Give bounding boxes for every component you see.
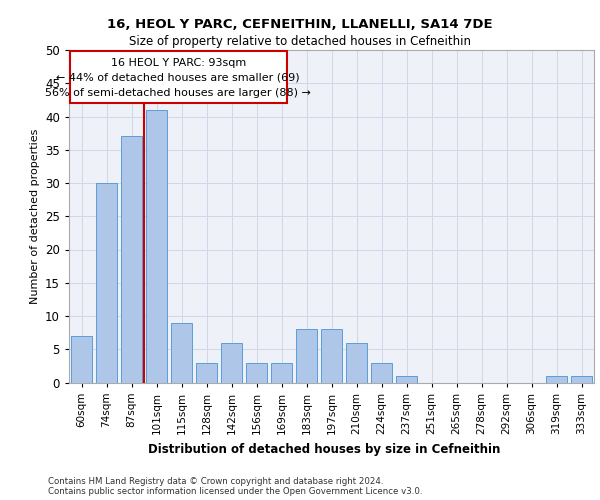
Bar [171, 322, 192, 382]
Text: Size of property relative to detached houses in Cefneithin: Size of property relative to detached ho… [129, 35, 471, 48]
Text: 56% of semi-detached houses are larger (88) →: 56% of semi-detached houses are larger (… [46, 88, 311, 98]
Text: Distribution of detached houses by size in Cefneithin: Distribution of detached houses by size … [148, 442, 500, 456]
Bar [71, 336, 92, 382]
Bar [321, 330, 342, 382]
Bar [96, 183, 117, 382]
Bar [396, 376, 417, 382]
Text: Contains HM Land Registry data © Crown copyright and database right 2024.: Contains HM Land Registry data © Crown c… [48, 477, 383, 486]
Bar [571, 376, 592, 382]
Y-axis label: Number of detached properties: Number of detached properties [29, 128, 40, 304]
Bar [271, 362, 292, 382]
FancyBboxPatch shape [70, 52, 287, 103]
Bar [146, 110, 167, 382]
Bar [296, 330, 317, 382]
Bar [121, 136, 142, 382]
Bar [546, 376, 567, 382]
Text: 16, HEOL Y PARC, CEFNEITHIN, LLANELLI, SA14 7DE: 16, HEOL Y PARC, CEFNEITHIN, LLANELLI, S… [107, 18, 493, 30]
Text: 16 HEOL Y PARC: 93sqm: 16 HEOL Y PARC: 93sqm [110, 58, 246, 68]
Bar [371, 362, 392, 382]
Text: ← 44% of detached houses are smaller (69): ← 44% of detached houses are smaller (69… [56, 72, 300, 83]
Text: Contains public sector information licensed under the Open Government Licence v3: Contains public sector information licen… [48, 487, 422, 496]
Bar [346, 342, 367, 382]
Bar [246, 362, 267, 382]
Bar [221, 342, 242, 382]
Bar [196, 362, 217, 382]
